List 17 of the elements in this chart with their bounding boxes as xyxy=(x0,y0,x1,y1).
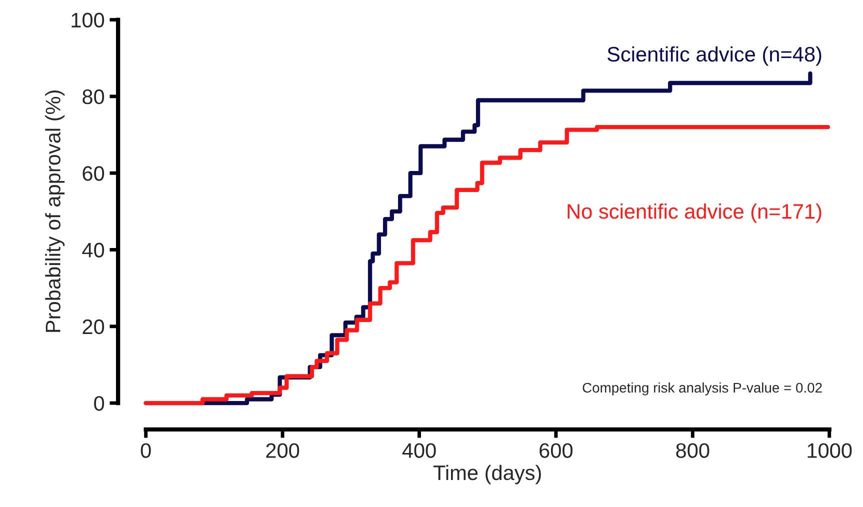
x-axis-title: Time (days) xyxy=(433,464,541,484)
x-tick-label: 600 xyxy=(540,443,573,458)
y-axis-title: Probability of approval (%) xyxy=(45,90,65,332)
y-tick-label: 60 xyxy=(82,166,104,181)
text: No scientific advice (n=171) xyxy=(568,203,822,223)
y-tick-label: 40 xyxy=(82,242,104,258)
annotation: Competing risk analysis P-value = 0.02 xyxy=(582,382,822,396)
y-tick-label: 20 xyxy=(82,319,104,334)
y-tick-label: 100 xyxy=(72,12,104,28)
series-label: Scientific advice (n=48) xyxy=(608,46,822,66)
x-tick-label: 400 xyxy=(402,443,436,458)
x-tick-label: 200 xyxy=(266,443,300,458)
y-tick-label: 0 xyxy=(94,396,104,411)
x-tick-label: 1000 xyxy=(808,443,852,458)
x-tick-label: 800 xyxy=(676,443,710,458)
y-tick-label: 80 xyxy=(82,89,104,104)
x-tick-label: 0 xyxy=(140,443,151,458)
